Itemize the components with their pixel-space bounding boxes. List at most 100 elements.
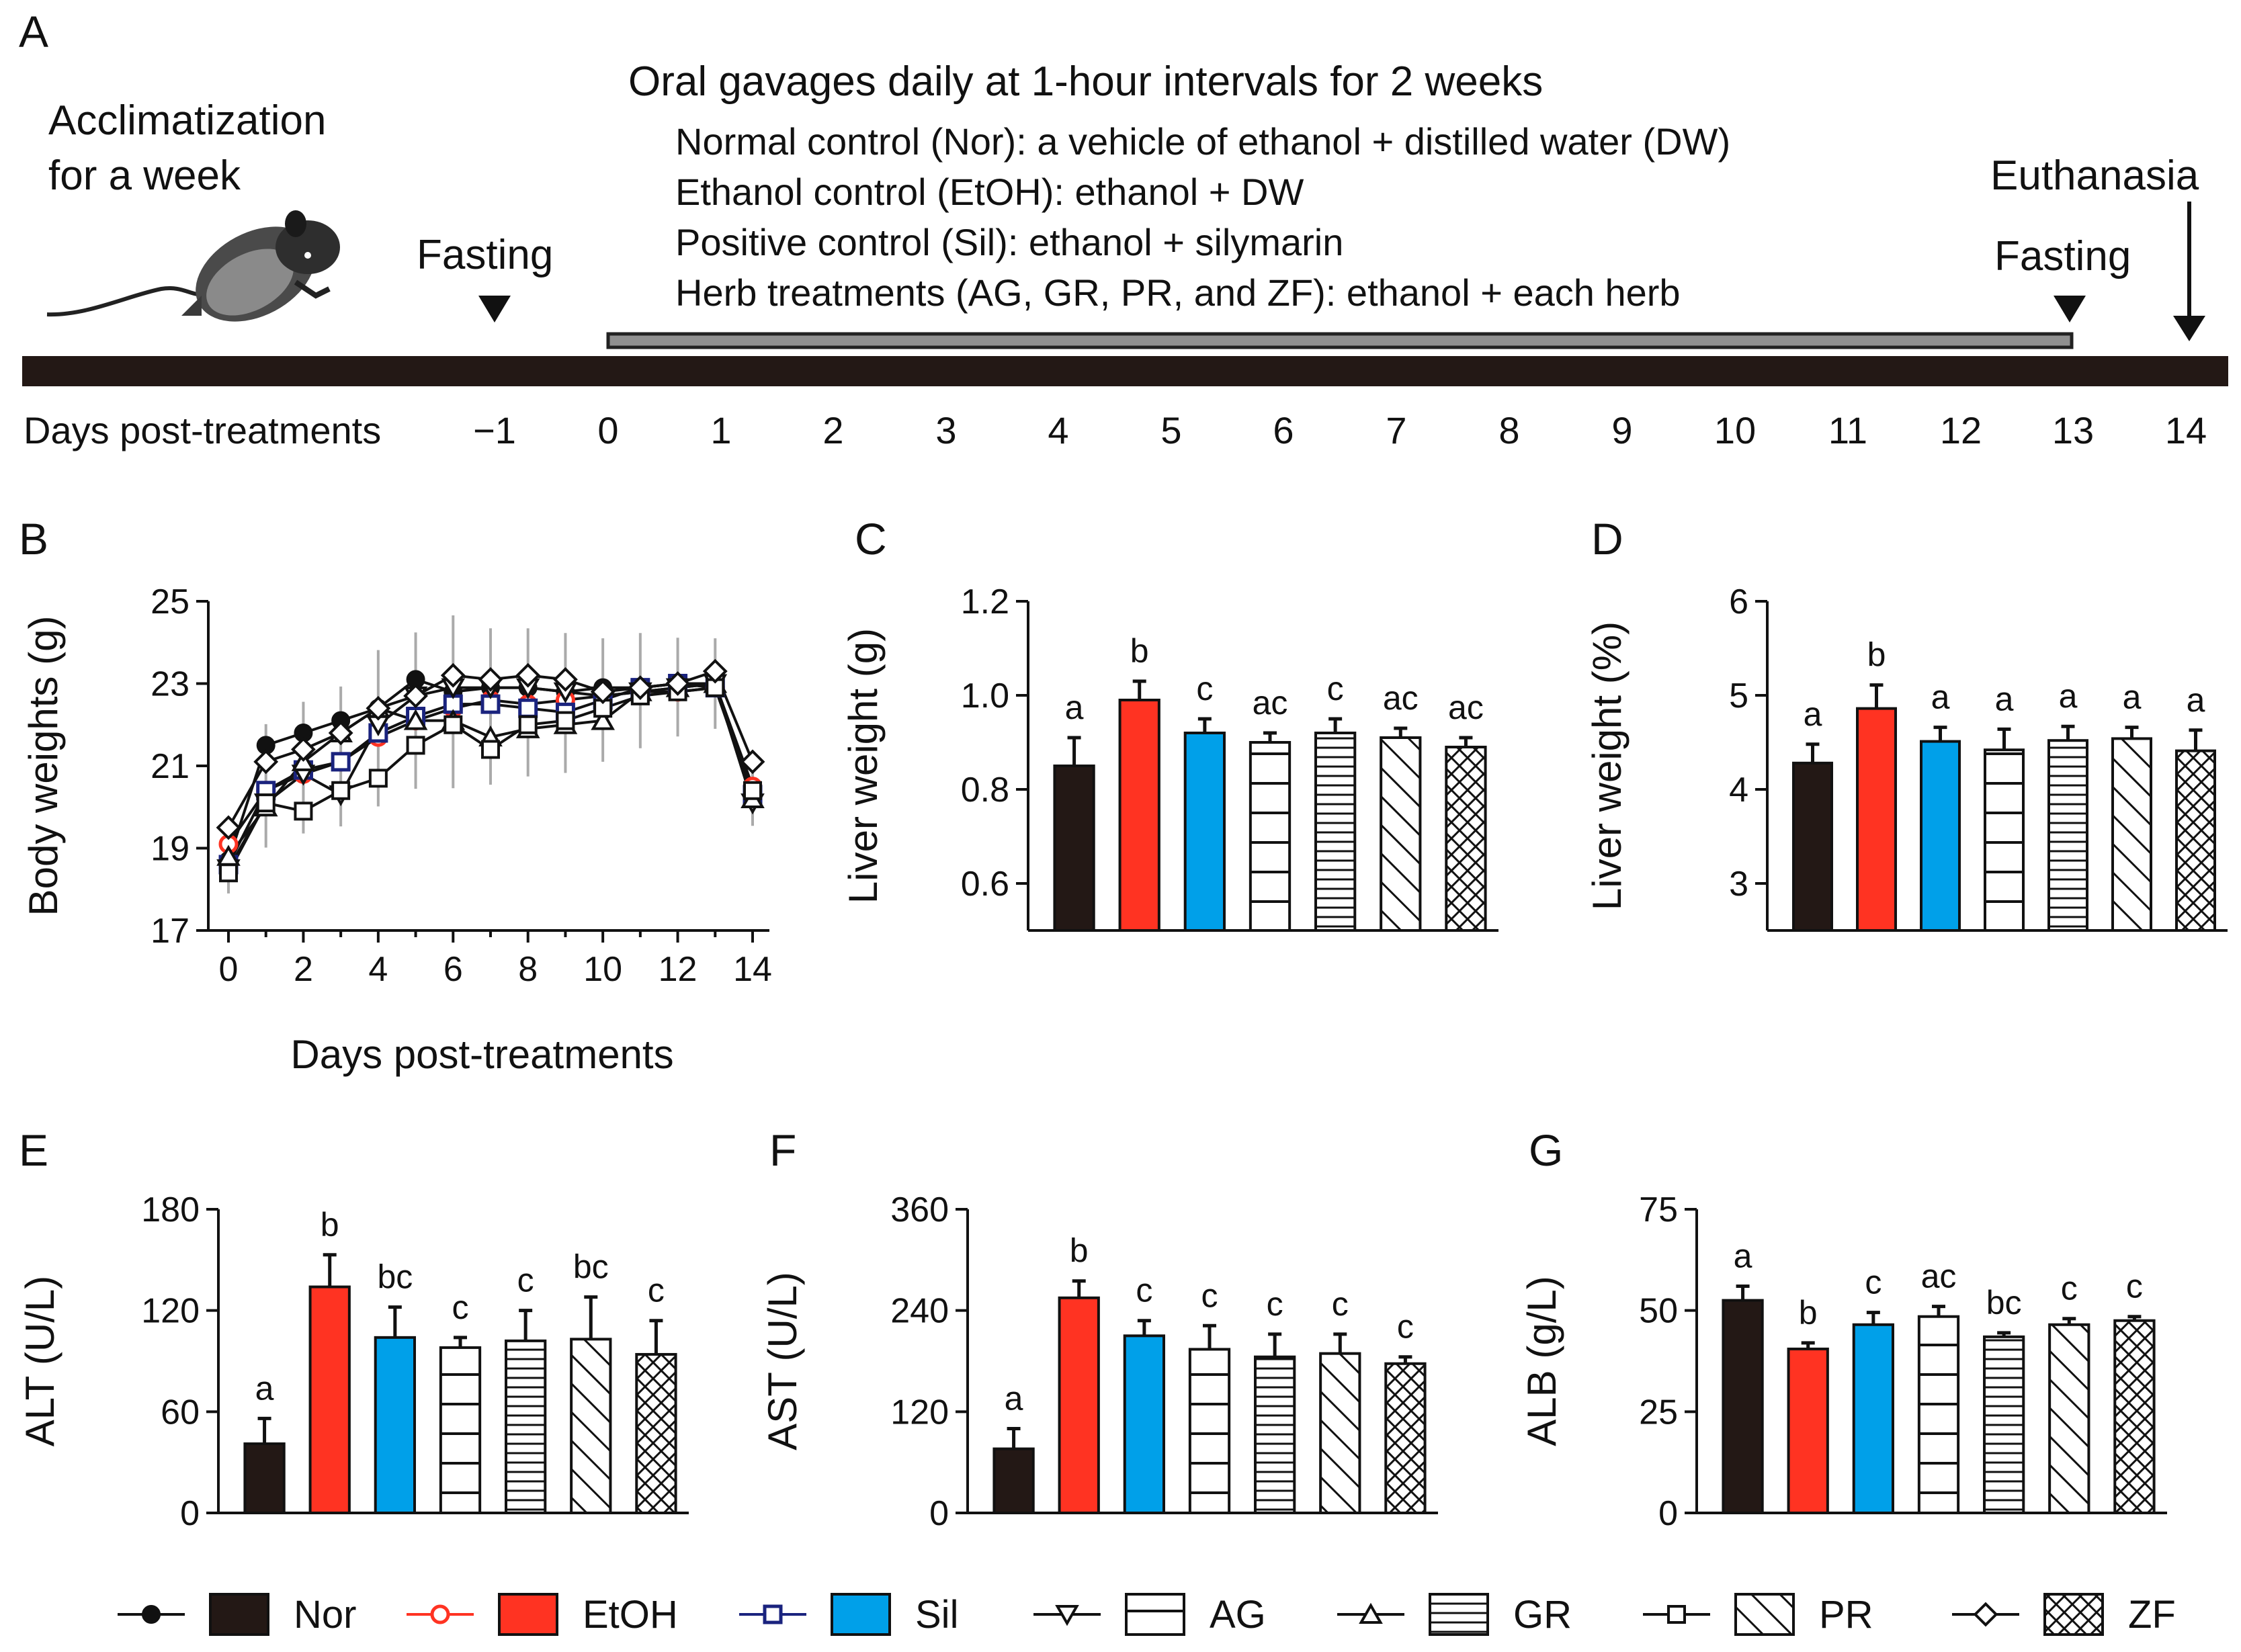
y-tick-label: 19 xyxy=(151,830,189,869)
mouse-icon xyxy=(46,210,340,322)
bar-nor xyxy=(992,1447,1035,1515)
data-point-zf xyxy=(328,720,353,746)
y-axis-title: Liver weight (%) xyxy=(1584,621,1630,910)
timeline-day-labels: −1 0 1 2 3 4 5 6 7 8 9 10 11 12 13 14 xyxy=(473,409,2207,451)
legend-label-pr: PR xyxy=(1819,1593,1873,1637)
significance-label-etoh: b xyxy=(321,1206,339,1244)
data-point-pr xyxy=(331,781,351,800)
legend-swatch-sil xyxy=(831,1593,891,1636)
bar-pr xyxy=(2111,737,2152,932)
legend-marker-nor xyxy=(142,1605,161,1624)
timeline-day-13: 12 xyxy=(1940,409,1982,451)
data-point-pr xyxy=(481,740,500,759)
bar-gr xyxy=(1983,1335,2025,1514)
bar-zf xyxy=(1384,1362,1427,1515)
bar-sil xyxy=(1123,1334,1165,1515)
data-point-gr xyxy=(403,709,428,730)
timeline-day-1: 0 xyxy=(597,409,618,451)
y-tick-label: 5 xyxy=(1729,677,1748,715)
y-axis-title: Liver weight (g) xyxy=(841,628,886,904)
ast-chart: 0 120 240 360 AST (U/L) a b c c c c c xyxy=(760,1190,1438,1533)
data-point-zf xyxy=(291,737,316,762)
gavage-title: Oral gavages daily at 1-hour intervals f… xyxy=(628,58,1543,105)
data-point-zf xyxy=(702,658,728,684)
timeline-day-8: 7 xyxy=(1386,409,1406,451)
y-tick-label: 0 xyxy=(1658,1494,1678,1533)
x-tick-label: 0 xyxy=(219,950,239,989)
significance-label-pr: ac xyxy=(1383,679,1419,717)
legend-swatch-zf xyxy=(2043,1593,2104,1636)
bar-zf xyxy=(2113,1319,2156,1514)
significance-label-zf: c xyxy=(648,1272,665,1309)
data-point-zf xyxy=(253,749,279,775)
data-point-pr xyxy=(294,801,313,821)
significance-label-ag: c xyxy=(1201,1276,1218,1314)
data-point-pr xyxy=(443,715,463,734)
data-point-zf xyxy=(478,666,503,692)
significance-label-gr: c xyxy=(1327,670,1344,707)
panel-a-letter: A xyxy=(19,7,48,56)
y-tick-label: 23 xyxy=(151,665,189,704)
y-tick-label: 17 xyxy=(151,912,189,951)
x-tick-label: 14 xyxy=(733,950,772,989)
significance-label-nor: a xyxy=(1734,1237,1752,1275)
bar-zf xyxy=(1445,746,1487,932)
significance-label-nor: a xyxy=(1804,695,1822,733)
data-point-zf xyxy=(628,675,653,701)
data-point-zf xyxy=(216,815,241,840)
y-tick-label: 240 xyxy=(890,1292,949,1331)
data-point-zf xyxy=(440,662,466,688)
timeline-day-12: 11 xyxy=(1828,409,1867,451)
timeline-bar xyxy=(22,356,2228,386)
body-weight-chart: 17 19 21 23 25 0 2 4 6 8 10 12 14 Days post-treatment… xyxy=(21,582,772,1077)
panel-c-letter: C xyxy=(855,514,887,564)
y-tick-label: 21 xyxy=(151,747,189,786)
data-point-zf xyxy=(740,749,765,775)
legend-marker-zf xyxy=(1973,1602,1998,1627)
y-tick-label: 0 xyxy=(929,1494,949,1533)
legend-swatch-etoh xyxy=(498,1593,558,1636)
group-description-nor: Normal control (Nor): a vehicle of ethan… xyxy=(675,120,1730,163)
bar-gr xyxy=(2047,739,2088,932)
bar-nor xyxy=(1792,761,1833,932)
timeline-day-5: 4 xyxy=(1048,409,1068,451)
legend-label-zf: ZF xyxy=(2128,1593,2176,1637)
timeline-day-2: 1 xyxy=(710,409,731,451)
significance-label-sil: bc xyxy=(377,1258,413,1296)
data-point-pr xyxy=(256,793,276,813)
bar-sil xyxy=(374,1336,417,1515)
significance-label-pr: c xyxy=(2061,1270,2078,1307)
significance-label-gr: c xyxy=(1267,1285,1283,1323)
group-description-etoh: Ethanol control (EtOH): ethanol + DW xyxy=(675,171,1304,213)
data-point-pr xyxy=(219,863,238,883)
significance-label-gr: a xyxy=(2059,677,2078,715)
x-tick-label: 2 xyxy=(294,950,313,989)
significance-label-pr: c xyxy=(1332,1285,1349,1323)
y-tick-label: 1.0 xyxy=(961,677,1009,715)
bar-sil xyxy=(1852,1323,1895,1514)
significance-label-sil: a xyxy=(1931,679,1950,716)
euthanasia-arrow-icon xyxy=(2173,202,2205,341)
bar-nor xyxy=(243,1442,286,1514)
y-tick-label: 180 xyxy=(141,1190,200,1229)
significance-label-nor: a xyxy=(1065,689,1084,726)
panel-g-letter: G xyxy=(1529,1125,1563,1175)
euthanasia-label: Euthanasia xyxy=(1990,153,2199,199)
timeline-day-0: −1 xyxy=(473,409,516,451)
timeline-day-3: 2 xyxy=(822,409,843,451)
timeline-day-14: 13 xyxy=(2052,409,2094,451)
legend-marker-gr xyxy=(1359,1602,1383,1624)
y-tick-label: 25 xyxy=(151,582,189,621)
y-tick-label: 120 xyxy=(141,1292,200,1331)
y-tick-label: 60 xyxy=(161,1393,200,1432)
x-tick-label: 4 xyxy=(368,950,388,989)
significance-label-etoh: b xyxy=(1130,632,1149,670)
y-tick-label: 120 xyxy=(890,1393,949,1432)
bar-zf xyxy=(2175,749,2216,932)
legend-swatch-pr xyxy=(1734,1593,1795,1636)
